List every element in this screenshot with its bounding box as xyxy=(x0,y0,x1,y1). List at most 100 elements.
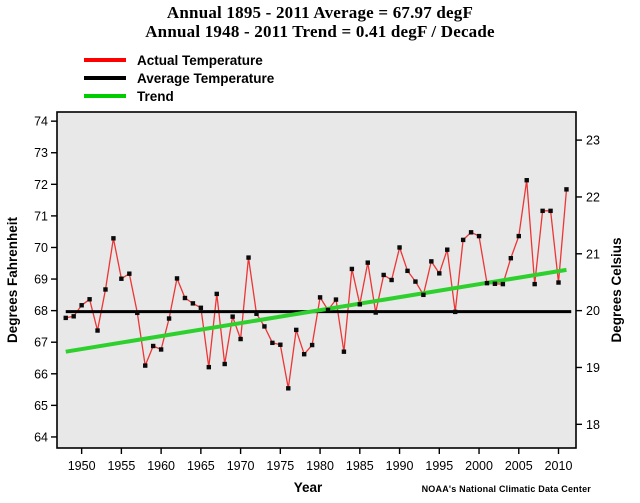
data-point-marker xyxy=(150,343,156,349)
data-point-marker xyxy=(95,328,100,333)
data-point-marker xyxy=(254,311,259,316)
data-point-marker xyxy=(381,272,386,278)
x-tick-label: 2005 xyxy=(505,459,533,473)
y-tick-left-label: 72 xyxy=(34,178,48,192)
x-tick-label: 1985 xyxy=(346,459,374,473)
data-point-marker xyxy=(71,314,76,319)
data-point-marker xyxy=(556,280,561,285)
data-point-marker xyxy=(397,245,402,250)
data-point-marker xyxy=(79,303,84,308)
data-point-marker xyxy=(349,266,355,272)
chart-title-line2: Annual 1948 - 2011 Trend = 0.41 degF / D… xyxy=(145,22,495,41)
data-point-marker xyxy=(357,302,363,307)
legend-item-trend: Trend xyxy=(84,87,274,105)
y-tick-right-label: 19 xyxy=(586,361,600,375)
data-point-marker xyxy=(317,295,323,300)
data-point-marker xyxy=(468,230,474,235)
y-tick-left-label: 67 xyxy=(34,336,48,350)
data-point-marker xyxy=(333,297,339,302)
data-point-marker xyxy=(222,361,227,367)
data-point-marker xyxy=(373,310,378,315)
data-point-marker xyxy=(238,336,243,342)
data-point-marker xyxy=(460,237,466,243)
data-point-marker xyxy=(111,236,116,241)
data-point-marker xyxy=(262,324,267,329)
data-point-marker xyxy=(500,281,506,287)
credit-text: NOAA's National Climatic Data Center xyxy=(421,484,591,494)
data-point-marker xyxy=(484,280,490,286)
y-tick-left-label: 70 xyxy=(34,241,48,255)
x-tick-label: 2000 xyxy=(465,459,493,473)
data-point-marker xyxy=(127,271,132,276)
data-point-marker xyxy=(429,259,434,264)
plot-border xyxy=(56,111,577,449)
data-point-marker xyxy=(492,281,498,286)
data-point-marker xyxy=(301,352,307,357)
data-point-marker xyxy=(230,314,235,319)
data-point-marker xyxy=(294,327,299,333)
y-tick-right-label: 23 xyxy=(586,134,600,148)
y-tick-right-label: 20 xyxy=(586,304,600,318)
data-point-markers xyxy=(63,178,569,391)
y-tick-left-label: 64 xyxy=(34,430,48,444)
data-point-marker xyxy=(540,208,545,214)
data-point-marker xyxy=(437,271,442,276)
y-tick-left-label: 73 xyxy=(34,146,48,160)
x-axis-label: Year xyxy=(293,480,323,495)
x-tick-label: 2010 xyxy=(545,459,573,473)
data-point-marker xyxy=(182,295,188,301)
data-point-marker xyxy=(198,305,204,310)
data-point-marker xyxy=(103,287,108,292)
data-point-marker xyxy=(119,276,124,281)
y-tick-right-label: 21 xyxy=(586,247,600,261)
x-tick-label: 1955 xyxy=(107,459,135,473)
legend-item-average-temperature: Average Temperature xyxy=(84,69,274,87)
x-tick-label: 1965 xyxy=(187,459,215,473)
x-tick-label: 1960 xyxy=(147,459,175,473)
data-point-marker xyxy=(166,316,172,321)
data-point-marker xyxy=(135,310,140,316)
y-tick-left-label: 69 xyxy=(34,273,48,287)
legend-swatch xyxy=(84,58,126,62)
data-point-marker xyxy=(405,268,410,274)
data-point-marker xyxy=(524,178,529,183)
data-point-marker xyxy=(452,309,458,315)
data-point-marker xyxy=(190,301,196,306)
y-tick-left-label: 71 xyxy=(34,209,48,223)
data-point-marker xyxy=(270,340,275,346)
x-axis-ticks: 1950 1955 1960 1965 1970 1975 1980 1985 1990 1995… xyxy=(68,448,573,473)
data-point-marker xyxy=(548,208,553,214)
data-point-marker xyxy=(389,277,394,283)
legend-swatch xyxy=(84,76,126,80)
y-tick-left-label: 74 xyxy=(34,115,48,129)
data-point-marker xyxy=(214,291,219,297)
x-tick-label: 1995 xyxy=(425,459,453,473)
data-point-marker xyxy=(206,364,212,370)
data-point-marker xyxy=(445,247,450,252)
y-tick-left-label: 65 xyxy=(34,399,48,413)
data-point-marker xyxy=(87,297,92,302)
legend-item-actual-temperature: Actual Temperature xyxy=(84,51,274,69)
data-point-marker xyxy=(508,256,514,261)
y-axis-label-celsius: Degrees Celsius xyxy=(609,237,624,343)
data-point-marker xyxy=(341,349,347,354)
x-tick-label: 1975 xyxy=(266,459,294,473)
data-point-marker xyxy=(286,386,291,391)
y-axis-right-ticks: 18 19 20 21 22 23 xyxy=(576,134,600,432)
y-axis-left-ticks: 64 65 66 67 68 69 70 71 72 73 74 xyxy=(34,115,57,444)
trend-line xyxy=(65,267,567,354)
y-tick-left-label: 68 xyxy=(34,304,48,318)
y-tick-left-label: 66 xyxy=(34,367,48,381)
data-point-marker xyxy=(325,307,331,313)
data-point-marker xyxy=(174,276,180,281)
data-point-marker xyxy=(143,363,148,368)
y-tick-right-label: 22 xyxy=(586,190,600,204)
chart-legend: Actual Temperature Average Temperature Tre… xyxy=(84,51,274,105)
data-point-marker xyxy=(309,342,315,348)
data-point-marker xyxy=(413,279,418,284)
actual-temperature-line xyxy=(65,179,568,389)
chart-title-line1: Annual 1895 - 2011 Average = 67.97 degF xyxy=(166,3,474,22)
data-point-marker xyxy=(421,292,426,298)
y-tick-right-label: 18 xyxy=(586,418,600,432)
